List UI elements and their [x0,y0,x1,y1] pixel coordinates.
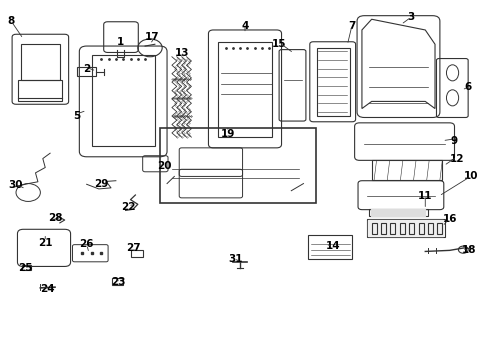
Bar [160,128,316,203]
Bar [130,249,143,257]
Text: 19: 19 [221,129,235,139]
Text: 25: 25 [19,262,33,273]
Bar [113,278,123,285]
Text: 29: 29 [94,179,108,189]
Text: 6: 6 [465,82,472,92]
Text: 27: 27 [125,243,140,253]
Bar [391,223,395,234]
Bar [19,80,62,102]
Bar [372,223,376,234]
Bar [381,223,386,234]
Bar [438,223,442,234]
Text: 23: 23 [111,277,125,287]
Text: 20: 20 [157,161,172,171]
Text: 21: 21 [38,238,52,248]
Text: 30: 30 [9,180,23,190]
Bar [218,42,272,137]
Text: 18: 18 [462,245,476,255]
Text: 11: 11 [418,191,433,201]
Polygon shape [371,209,425,216]
Polygon shape [368,220,443,237]
Text: 14: 14 [325,241,340,251]
Text: 7: 7 [348,21,356,31]
Text: 16: 16 [442,214,457,224]
Text: 4: 4 [241,21,249,31]
Bar [428,223,433,234]
Polygon shape [362,19,435,109]
Bar [372,160,442,180]
Text: 2: 2 [83,64,90,74]
Text: 12: 12 [450,154,464,163]
Text: 15: 15 [272,39,286,49]
Text: 5: 5 [74,111,80,121]
Text: 8: 8 [7,16,15,26]
Text: 31: 31 [228,253,243,264]
Text: 13: 13 [174,48,189,58]
Bar [367,219,445,237]
Text: 3: 3 [407,13,414,22]
Bar [369,208,428,216]
Bar [22,265,30,270]
Bar [77,67,97,76]
Bar [21,44,60,80]
Bar [418,223,423,234]
Text: 1: 1 [117,37,124,48]
Bar [308,235,352,258]
Bar [400,223,405,234]
Text: 28: 28 [48,212,62,222]
Text: 17: 17 [145,32,160,42]
Text: 9: 9 [451,136,458,146]
Text: 10: 10 [465,171,479,181]
Bar [92,55,155,146]
Bar [409,223,414,234]
Text: 24: 24 [40,284,55,294]
Text: 26: 26 [79,239,94,249]
Bar [317,48,350,116]
Text: 22: 22 [121,202,135,212]
